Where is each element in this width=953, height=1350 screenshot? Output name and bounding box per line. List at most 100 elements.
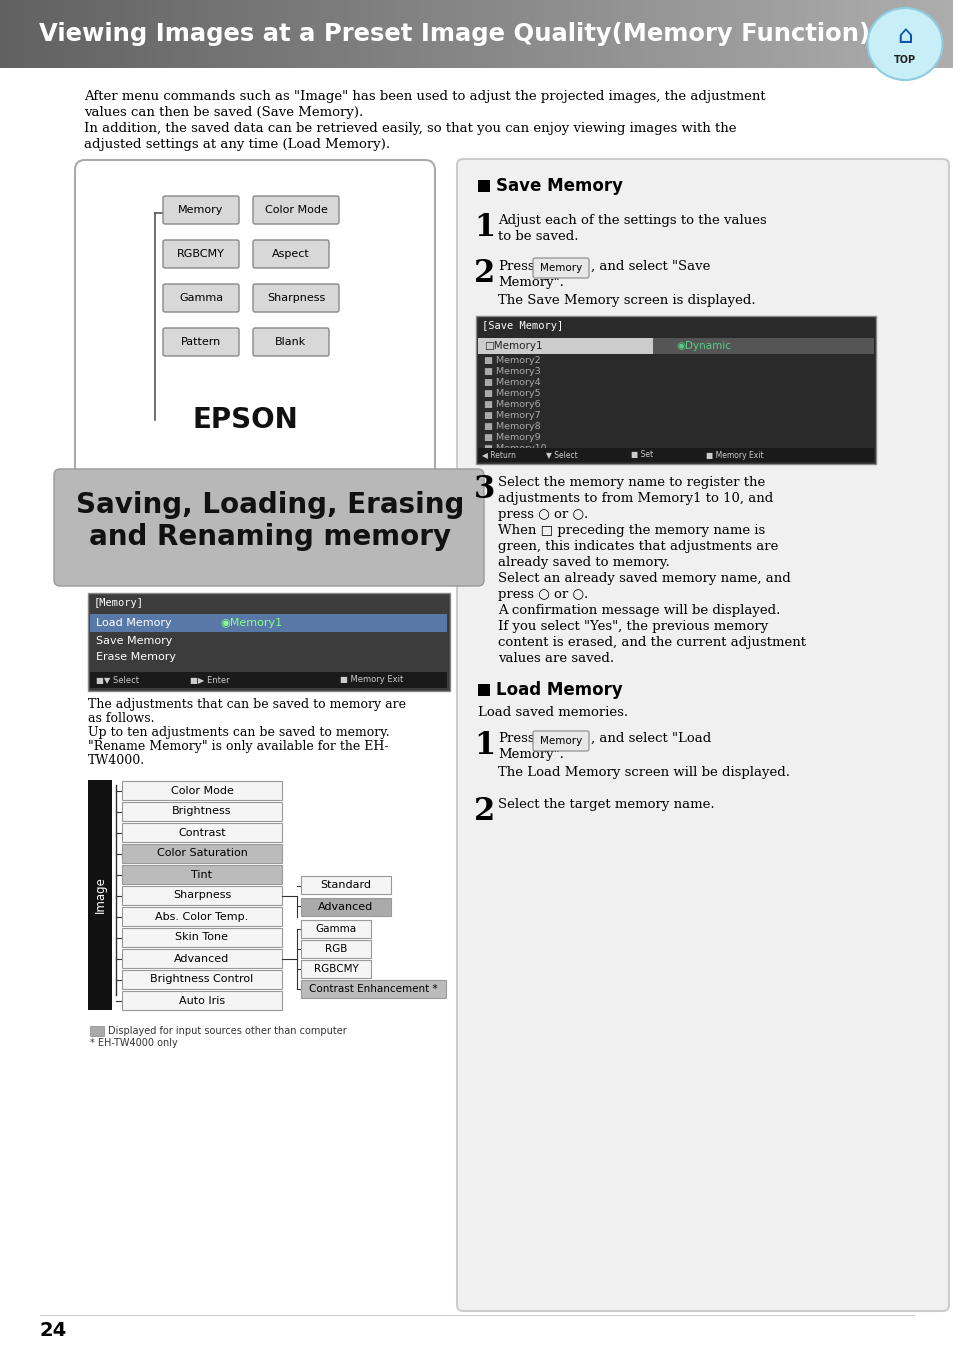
Bar bbox=[686, 0, 691, 68]
Bar bbox=[62, 0, 67, 68]
Bar bbox=[122, 971, 282, 990]
Bar bbox=[229, 0, 233, 68]
Bar bbox=[386, 0, 391, 68]
Bar bbox=[724, 0, 729, 68]
Bar bbox=[476, 316, 875, 464]
Bar bbox=[700, 0, 705, 68]
Bar bbox=[710, 0, 715, 68]
Text: adjusted settings at any time (Load Memory).: adjusted settings at any time (Load Memo… bbox=[84, 138, 390, 151]
FancyBboxPatch shape bbox=[253, 328, 329, 356]
Text: press ○ or ○.: press ○ or ○. bbox=[497, 589, 588, 601]
Text: , and select "Load: , and select "Load bbox=[590, 732, 711, 745]
Bar bbox=[791, 0, 796, 68]
Bar bbox=[538, 0, 543, 68]
Bar bbox=[500, 0, 505, 68]
Bar bbox=[148, 0, 152, 68]
Bar bbox=[291, 0, 295, 68]
Bar bbox=[67, 0, 71, 68]
Text: ■ Memory6: ■ Memory6 bbox=[483, 400, 540, 409]
Bar bbox=[276, 0, 281, 68]
Bar bbox=[691, 0, 696, 68]
FancyBboxPatch shape bbox=[163, 328, 239, 356]
Bar bbox=[224, 0, 229, 68]
Bar bbox=[843, 0, 848, 68]
Bar bbox=[786, 0, 791, 68]
Text: content is erased, and the current adjustment: content is erased, and the current adjus… bbox=[497, 636, 805, 649]
Text: Tint: Tint bbox=[192, 869, 213, 879]
Bar bbox=[57, 0, 62, 68]
Text: "Rename Memory" is only available for the EH-: "Rename Memory" is only available for th… bbox=[88, 740, 388, 753]
Bar bbox=[167, 0, 172, 68]
Bar bbox=[248, 0, 253, 68]
Text: ■▼ Select: ■▼ Select bbox=[96, 675, 139, 684]
Text: values are saved.: values are saved. bbox=[497, 652, 614, 666]
Text: Load saved memories.: Load saved memories. bbox=[477, 706, 627, 720]
Bar bbox=[586, 0, 591, 68]
Bar bbox=[672, 0, 677, 68]
Text: TOP: TOP bbox=[893, 55, 915, 65]
Text: Sharpness: Sharpness bbox=[267, 293, 325, 302]
Text: A confirmation message will be displayed.: A confirmation message will be displayed… bbox=[497, 603, 780, 617]
Bar bbox=[95, 0, 100, 68]
Bar bbox=[305, 0, 310, 68]
Text: The Load Memory screen will be displayed.: The Load Memory screen will be displayed… bbox=[497, 765, 789, 779]
Bar bbox=[238, 0, 243, 68]
Bar bbox=[924, 0, 929, 68]
Text: □Memory1: □Memory1 bbox=[483, 342, 542, 351]
Text: Brightness Control: Brightness Control bbox=[151, 975, 253, 984]
Bar bbox=[205, 0, 210, 68]
Bar bbox=[472, 0, 476, 68]
Text: Skin Tone: Skin Tone bbox=[175, 933, 229, 942]
Text: Aspect: Aspect bbox=[272, 248, 310, 259]
Bar bbox=[90, 614, 447, 632]
Bar bbox=[348, 0, 353, 68]
Text: 1: 1 bbox=[474, 212, 495, 243]
Text: Memory: Memory bbox=[178, 205, 223, 215]
Bar bbox=[88, 780, 112, 798]
Text: ■ Memory5: ■ Memory5 bbox=[483, 389, 540, 398]
Text: * EH-TW4000 only: * EH-TW4000 only bbox=[90, 1038, 177, 1048]
Bar bbox=[71, 0, 76, 68]
Bar bbox=[858, 0, 862, 68]
Bar bbox=[848, 0, 853, 68]
Bar bbox=[882, 0, 886, 68]
Bar bbox=[133, 0, 138, 68]
Bar bbox=[753, 0, 758, 68]
Bar bbox=[634, 0, 639, 68]
Bar bbox=[38, 0, 43, 68]
Text: ◉Memory1: ◉Memory1 bbox=[220, 618, 282, 628]
Bar bbox=[548, 0, 553, 68]
Bar bbox=[920, 0, 924, 68]
FancyBboxPatch shape bbox=[88, 593, 450, 691]
Bar bbox=[886, 0, 891, 68]
Bar bbox=[372, 0, 376, 68]
Text: Standard: Standard bbox=[320, 879, 371, 890]
Bar bbox=[114, 0, 119, 68]
Bar bbox=[577, 0, 581, 68]
Text: ■ Memory2: ■ Memory2 bbox=[483, 356, 540, 365]
Text: [Memory]: [Memory] bbox=[94, 598, 144, 608]
Text: Memory".: Memory". bbox=[497, 748, 563, 761]
Bar bbox=[362, 0, 367, 68]
Bar bbox=[253, 0, 257, 68]
Bar bbox=[262, 0, 267, 68]
Bar bbox=[129, 0, 133, 68]
Bar bbox=[748, 0, 753, 68]
Bar bbox=[453, 0, 457, 68]
Text: ■▶ Enter: ■▶ Enter bbox=[190, 675, 230, 684]
Text: When □ preceding the memory name is: When □ preceding the memory name is bbox=[497, 524, 764, 537]
Bar bbox=[872, 0, 877, 68]
Bar bbox=[934, 0, 939, 68]
Bar bbox=[605, 0, 610, 68]
Bar bbox=[138, 0, 143, 68]
Text: ■ Memory Exit: ■ Memory Exit bbox=[339, 675, 403, 684]
FancyBboxPatch shape bbox=[533, 730, 588, 751]
Bar bbox=[381, 0, 386, 68]
Ellipse shape bbox=[866, 8, 942, 80]
Bar bbox=[648, 0, 653, 68]
Bar bbox=[777, 0, 781, 68]
Text: Contrast: Contrast bbox=[178, 828, 226, 837]
Text: In addition, the saved data can be retrieved easily, so that you can enjoy viewi: In addition, the saved data can be retri… bbox=[84, 122, 736, 135]
Bar bbox=[681, 0, 686, 68]
Text: Viewing Images at a Preset Image Quality(Memory Function): Viewing Images at a Preset Image Quality… bbox=[39, 22, 870, 46]
